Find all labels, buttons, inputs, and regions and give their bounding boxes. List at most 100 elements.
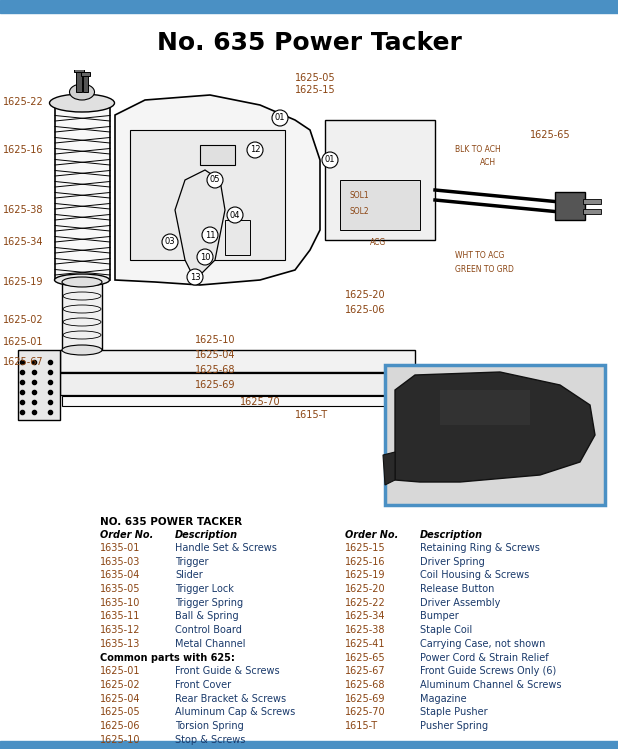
Ellipse shape <box>62 345 102 355</box>
Text: Stop & Screws: Stop & Screws <box>175 735 245 745</box>
Text: Front Guide & Screws: Front Guide & Screws <box>175 666 279 676</box>
Text: 1625-19: 1625-19 <box>3 277 43 287</box>
Ellipse shape <box>62 277 102 287</box>
Text: SOL2: SOL2 <box>350 207 370 216</box>
Bar <box>200 145 235 165</box>
Text: 1615-T: 1615-T <box>295 410 328 420</box>
Bar <box>340 180 420 230</box>
Text: 10: 10 <box>200 252 210 261</box>
Text: Aluminum Channel & Screws: Aluminum Channel & Screws <box>420 680 562 690</box>
Ellipse shape <box>272 110 288 126</box>
Text: Control Board: Control Board <box>175 625 242 635</box>
Text: Order No.: Order No. <box>345 530 399 539</box>
Text: 1625-69: 1625-69 <box>345 694 386 703</box>
Bar <box>555 192 585 220</box>
Text: 1625-65: 1625-65 <box>530 130 570 140</box>
Bar <box>60 373 415 395</box>
Text: 1625-68: 1625-68 <box>195 365 235 375</box>
Ellipse shape <box>202 227 218 243</box>
Ellipse shape <box>69 84 95 100</box>
Text: 1635-13: 1635-13 <box>100 639 140 649</box>
Polygon shape <box>395 372 595 482</box>
Ellipse shape <box>227 207 243 223</box>
Text: ACH: ACH <box>480 158 496 167</box>
Text: Trigger Spring: Trigger Spring <box>175 598 243 607</box>
Ellipse shape <box>197 249 213 265</box>
Bar <box>130 130 285 260</box>
Text: 1625-01: 1625-01 <box>100 666 140 676</box>
Text: Pusher Spring: Pusher Spring <box>420 721 488 731</box>
Text: 1625-41: 1625-41 <box>345 639 386 649</box>
Text: Coil Housing & Screws: Coil Housing & Screws <box>420 570 529 580</box>
Text: 1635-01: 1635-01 <box>100 543 140 553</box>
Text: 1625-38: 1625-38 <box>345 625 386 635</box>
Text: 1625-15: 1625-15 <box>295 85 336 95</box>
Bar <box>76 70 82 92</box>
Text: 1625-70: 1625-70 <box>240 397 281 407</box>
Text: 1625-06: 1625-06 <box>100 721 140 731</box>
Text: 1625-69: 1625-69 <box>195 380 235 390</box>
Text: Bumper: Bumper <box>420 611 459 622</box>
Bar <box>18 350 60 420</box>
Text: Handle Set & Screws: Handle Set & Screws <box>175 543 277 553</box>
Text: Trigger Lock: Trigger Lock <box>175 584 234 594</box>
Text: 1625-65: 1625-65 <box>345 652 386 663</box>
Text: Release Button: Release Button <box>420 584 494 594</box>
Ellipse shape <box>247 142 263 158</box>
Text: 01: 01 <box>324 156 335 165</box>
Text: 1625-10: 1625-10 <box>195 335 235 345</box>
Ellipse shape <box>187 269 203 285</box>
Text: NO. 635 POWER TACKER: NO. 635 POWER TACKER <box>100 518 242 527</box>
Text: 01: 01 <box>275 114 286 123</box>
Text: Magazine: Magazine <box>420 694 467 703</box>
Text: Driver Spring: Driver Spring <box>420 557 485 566</box>
Text: 1625-05: 1625-05 <box>100 707 141 718</box>
Text: Common parts with 625:: Common parts with 625: <box>100 652 235 663</box>
Text: 1625-38: 1625-38 <box>3 205 43 215</box>
Text: 1625-70: 1625-70 <box>345 707 386 718</box>
Text: Driver Assembly: Driver Assembly <box>420 598 501 607</box>
Text: 1625-05: 1625-05 <box>295 73 336 83</box>
Polygon shape <box>115 95 320 285</box>
Text: 1635-03: 1635-03 <box>100 557 140 566</box>
Text: 1625-04: 1625-04 <box>195 350 235 360</box>
Bar <box>583 199 601 204</box>
Text: Description: Description <box>420 530 483 539</box>
FancyBboxPatch shape <box>385 365 605 505</box>
Text: Carrying Case, not shown: Carrying Case, not shown <box>420 639 545 649</box>
Text: ACG: ACG <box>370 238 386 247</box>
Bar <box>81 72 90 76</box>
Text: Order No.: Order No. <box>100 530 153 539</box>
Text: No. 635 Power Tacker: No. 635 Power Tacker <box>156 31 462 55</box>
Bar <box>74 68 84 72</box>
Text: BLK TO ACH: BLK TO ACH <box>455 145 501 154</box>
Text: 1625-06: 1625-06 <box>345 305 386 315</box>
Text: 05: 05 <box>210 175 220 184</box>
Text: Metal Channel: Metal Channel <box>175 639 245 649</box>
Polygon shape <box>175 170 225 280</box>
Ellipse shape <box>54 274 109 286</box>
Text: GREEN TO GRD: GREEN TO GRD <box>455 265 514 274</box>
Bar <box>0 741 618 749</box>
Bar <box>583 209 601 214</box>
Text: Torsion Spring: Torsion Spring <box>175 721 243 731</box>
Text: Description: Description <box>175 530 238 539</box>
Bar <box>0 0 618 13</box>
Text: 1625-02: 1625-02 <box>3 315 44 325</box>
Text: 1625-22: 1625-22 <box>345 598 386 607</box>
Bar <box>55 105 110 280</box>
Text: 1625-20: 1625-20 <box>345 290 386 300</box>
Text: Staple Coil: Staple Coil <box>420 625 472 635</box>
Text: 1625-01: 1625-01 <box>3 337 43 347</box>
Text: 1625-02: 1625-02 <box>100 680 141 690</box>
Bar <box>62 282 102 350</box>
Bar <box>62 396 402 406</box>
Ellipse shape <box>162 234 178 250</box>
Text: Trigger: Trigger <box>175 557 208 566</box>
Text: 1635-10: 1635-10 <box>100 598 140 607</box>
Text: 1635-04: 1635-04 <box>100 570 140 580</box>
Text: Front Cover: Front Cover <box>175 680 231 690</box>
Text: Power Cord & Strain Relief: Power Cord & Strain Relief <box>420 652 549 663</box>
Bar <box>325 120 435 240</box>
Text: 1625-15: 1625-15 <box>345 543 386 553</box>
